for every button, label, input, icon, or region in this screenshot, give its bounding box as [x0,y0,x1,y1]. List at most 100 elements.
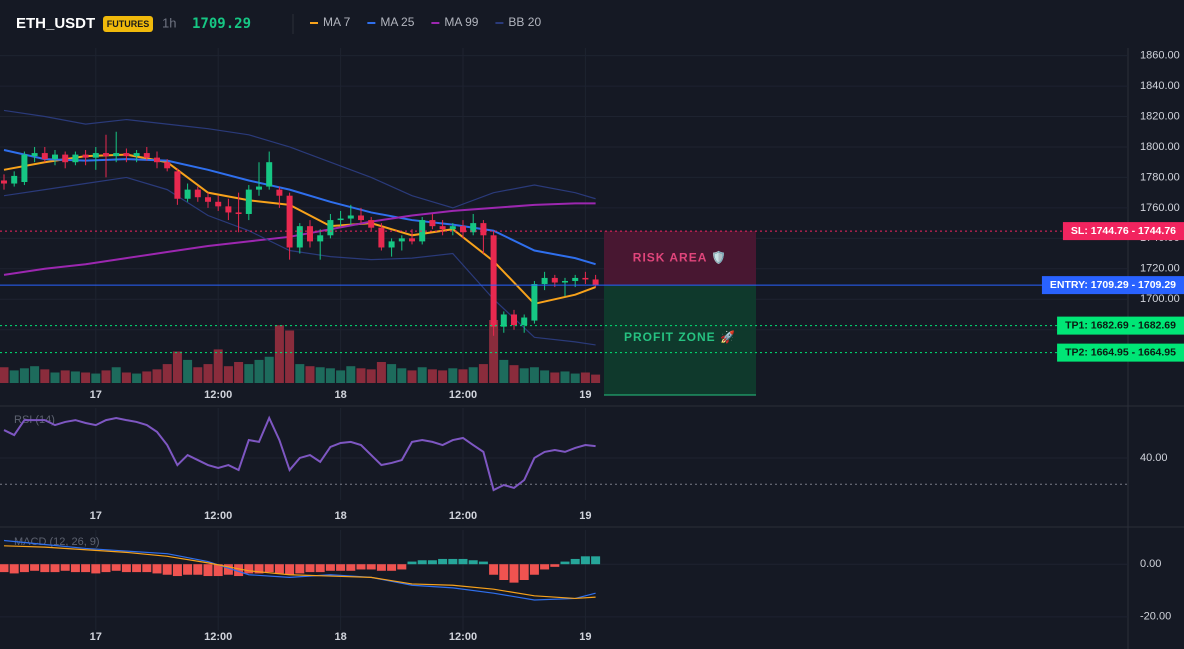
histogram-bar [132,564,142,573]
volume-bar [509,365,519,383]
badge: FUTURES [107,19,150,29]
candle-body [266,162,273,187]
y-tick-label: 1700.00 [1140,293,1180,305]
x-tick-label: 18 [334,510,346,522]
y-tick-label: 0.00 [1140,558,1161,570]
volume-bar [274,325,284,383]
x-tick-label: 12:00 [204,389,232,401]
zone-label: RISK AREA 🛡️ [633,250,727,264]
volume-bar [50,372,60,383]
histogram-bar [427,560,437,565]
volume-bar [458,369,468,383]
histogram-bar [81,564,91,573]
legend-label: MA 99 [444,15,478,29]
histogram-bar [274,564,284,574]
histogram-bar [121,564,131,573]
volume-bar [397,368,407,383]
histogram-bar [499,564,509,580]
histogram-bar [264,564,274,573]
histogram-bar [213,564,223,577]
candle-body [347,215,354,219]
histogram-bar [183,564,193,575]
rsi-line [3,415,596,492]
volume-bar [407,370,417,383]
histogram-bar [142,564,152,573]
y-tick-label: 1780.00 [1140,171,1180,183]
histogram-bar [560,561,570,565]
x-tick-label: 17 [90,510,102,522]
x-tick-label: 19 [579,510,591,522]
histogram-bar [234,564,244,577]
histogram-bar [203,564,213,577]
candle-body [429,220,436,227]
candle-body [164,162,171,169]
candle-body [439,226,446,230]
candle-body [296,226,303,248]
volume-bar [366,369,376,383]
histogram-bar [0,564,9,573]
volume-bar [172,351,182,383]
candle-body [368,220,375,228]
candle-body [11,175,18,184]
candle-body [205,197,211,202]
volume-bar [427,369,437,383]
histogram-bar [40,564,50,573]
y-tick-label: 1860.00 [1140,50,1180,62]
bb-upper [3,109,596,209]
volume-bar [142,371,152,383]
x-tick-label: 18 [334,631,346,643]
x-tick-label: 19 [579,389,591,401]
x-tick-label: 12:00 [204,510,232,522]
histogram-bar [448,558,458,565]
candle-body [500,314,507,327]
histogram-bar [540,564,550,570]
candle-body [82,154,89,158]
candle-body [215,201,222,207]
volume-bar [417,367,427,383]
candle-body [541,277,548,285]
histogram-bar [366,564,376,570]
level-tag-label: ENTRY: 1709.29 - 1709.29 [1050,279,1176,291]
candle-body [490,235,497,327]
histogram-bar [478,561,488,565]
candle-body [480,223,487,236]
histogram-bar [152,564,162,574]
histogram-bar [223,564,233,575]
x-tick-label: 17 [90,389,102,401]
volume-bar [223,366,233,383]
histogram-bar [91,564,101,574]
histogram-bar [397,564,407,570]
volume-bar [40,369,50,383]
volume-bar [183,359,193,383]
candle-body [572,277,579,281]
histogram-bar [591,556,601,565]
candle-body [41,153,48,160]
candle-body [225,206,232,213]
volume-bar [70,371,80,383]
volume-bar [0,367,9,383]
candle-body [511,314,517,326]
histogram-bar [305,564,315,573]
x-tick-label: 18 [334,389,346,401]
x-tick-label: 12:00 [204,631,232,643]
candle-body [582,277,589,280]
candle-body [388,241,395,248]
histogram-bar [50,564,60,573]
pane: 17 12:00 18 12:00 19 0.00 -20.00 MACD (12, 26, … [0,530,1171,643]
candle-body [470,223,477,233]
candle-body [194,189,201,198]
candle-body [113,153,120,157]
volume-bar [121,372,131,383]
candle-body [256,186,262,190]
legend-label: MA 25 [380,15,414,29]
macd-line [3,545,596,600]
volume-bar [30,366,40,383]
candle-body [276,189,283,196]
volume-bar [346,366,356,383]
x-tick-label: 19 [579,631,591,643]
volume-bar [91,373,101,383]
volume-bar [193,367,203,383]
volume-bar [336,370,346,383]
